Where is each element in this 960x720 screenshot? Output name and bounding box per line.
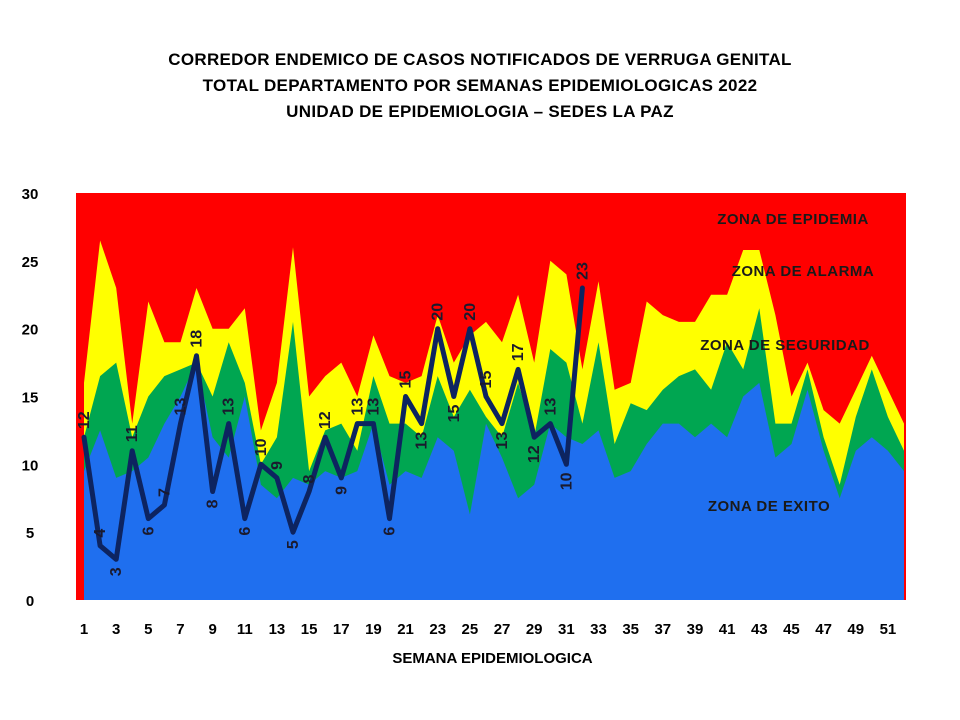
x-tick-label: 39 [687,621,704,638]
cases-line [81,285,585,562]
x-tick-label: 1 [80,621,88,638]
x-tick-label: 33 [590,621,607,638]
data-label: 17 [510,343,527,361]
x-tick-label: 23 [429,621,446,638]
zone-label-zona-de-exito: ZONA DE EXITO [708,498,830,515]
x-tick-label: 29 [526,621,543,638]
x-tick-label: 5 [144,621,152,638]
data-label: 13 [365,398,382,416]
title-line-1: CORREDOR ENDEMICO DE CASOS NOTIFICADOS D… [168,50,792,69]
data-label: 13 [414,432,431,450]
data-label: 15 [478,371,495,389]
data-label: 9 [333,486,350,495]
x-tick-label: 41 [719,621,736,638]
x-tick-label: 17 [333,621,350,638]
data-label: 6 [237,527,254,536]
x-tick-label: 3 [112,621,120,638]
x-tick-label: 45 [783,621,800,638]
data-label: 13 [349,398,366,416]
title-line-2: TOTAL DEPARTAMENTO POR SEMANAS EPIDEMIOL… [202,76,758,95]
data-label: 15 [398,371,415,389]
zone-label-zona-de-epidemia: ZONA DE EPIDEMIA [717,211,869,228]
x-tick-label: 37 [654,621,671,638]
y-tick-label: 10 [22,457,39,474]
data-label: 3 [108,567,125,576]
x-tick-label: 35 [622,621,639,638]
data-label: 10 [253,438,270,456]
data-label: 15 [446,404,463,422]
zone-label-zona-de-alarma: ZONA DE ALARMA [732,263,875,280]
data-label: 18 [189,330,206,348]
x-tick-label: 15 [301,621,318,638]
x-tick-label: 19 [365,621,382,638]
data-label: 7 [156,488,173,497]
data-label: 12 [526,445,543,463]
data-label: 13 [221,398,238,416]
y-tick-label: 20 [22,322,39,339]
data-label: 4 [92,529,109,538]
x-axis-label: SEMANA EPIDEMIOLOGICA [392,650,593,667]
x-tick-label: 9 [208,621,216,638]
x-tick-label: 27 [494,621,511,638]
x-tick-label: 25 [462,621,479,638]
data-label: 12 [76,411,93,429]
data-label: 13 [494,432,511,450]
x-tick-label: 51 [880,621,897,638]
x-tick-label: 11 [237,621,253,638]
data-label: 20 [430,303,447,321]
x-tick-label: 13 [269,621,286,638]
y-tick-label: 5 [26,525,34,542]
data-label: 13 [173,398,190,416]
data-label: 13 [542,398,559,416]
data-label: 8 [301,474,318,483]
y-tick-label: 25 [22,254,39,271]
y-tick-label: 15 [22,390,39,407]
data-label: 5 [285,540,302,549]
x-tick-label: 31 [558,621,575,638]
data-label: 23 [574,262,591,280]
x-tick-label: 7 [176,621,184,638]
data-label: 20 [462,303,479,321]
x-tick-label: 43 [751,621,768,638]
x-tick-label: 21 [397,621,414,638]
data-label: 11 [124,425,141,442]
data-label: 12 [317,411,334,429]
zone-exito-area [84,362,904,600]
data-label: 8 [205,499,222,508]
x-tick-label: 47 [815,621,832,638]
y-tick-label: 0 [26,593,34,610]
y-tick-label: 30 [22,186,39,203]
data-label: 10 [558,472,575,490]
title-line-3: UNIDAD DE EPIDEMIOLOGIA – SEDES LA PAZ [286,102,674,121]
data-label: 9 [269,461,286,470]
zone-label-zona-de-seguridad: ZONA DE SEGURIDAD [700,337,870,354]
x-tick-label: 49 [847,621,864,638]
data-label: 6 [140,527,157,536]
data-label: 6 [382,527,399,536]
